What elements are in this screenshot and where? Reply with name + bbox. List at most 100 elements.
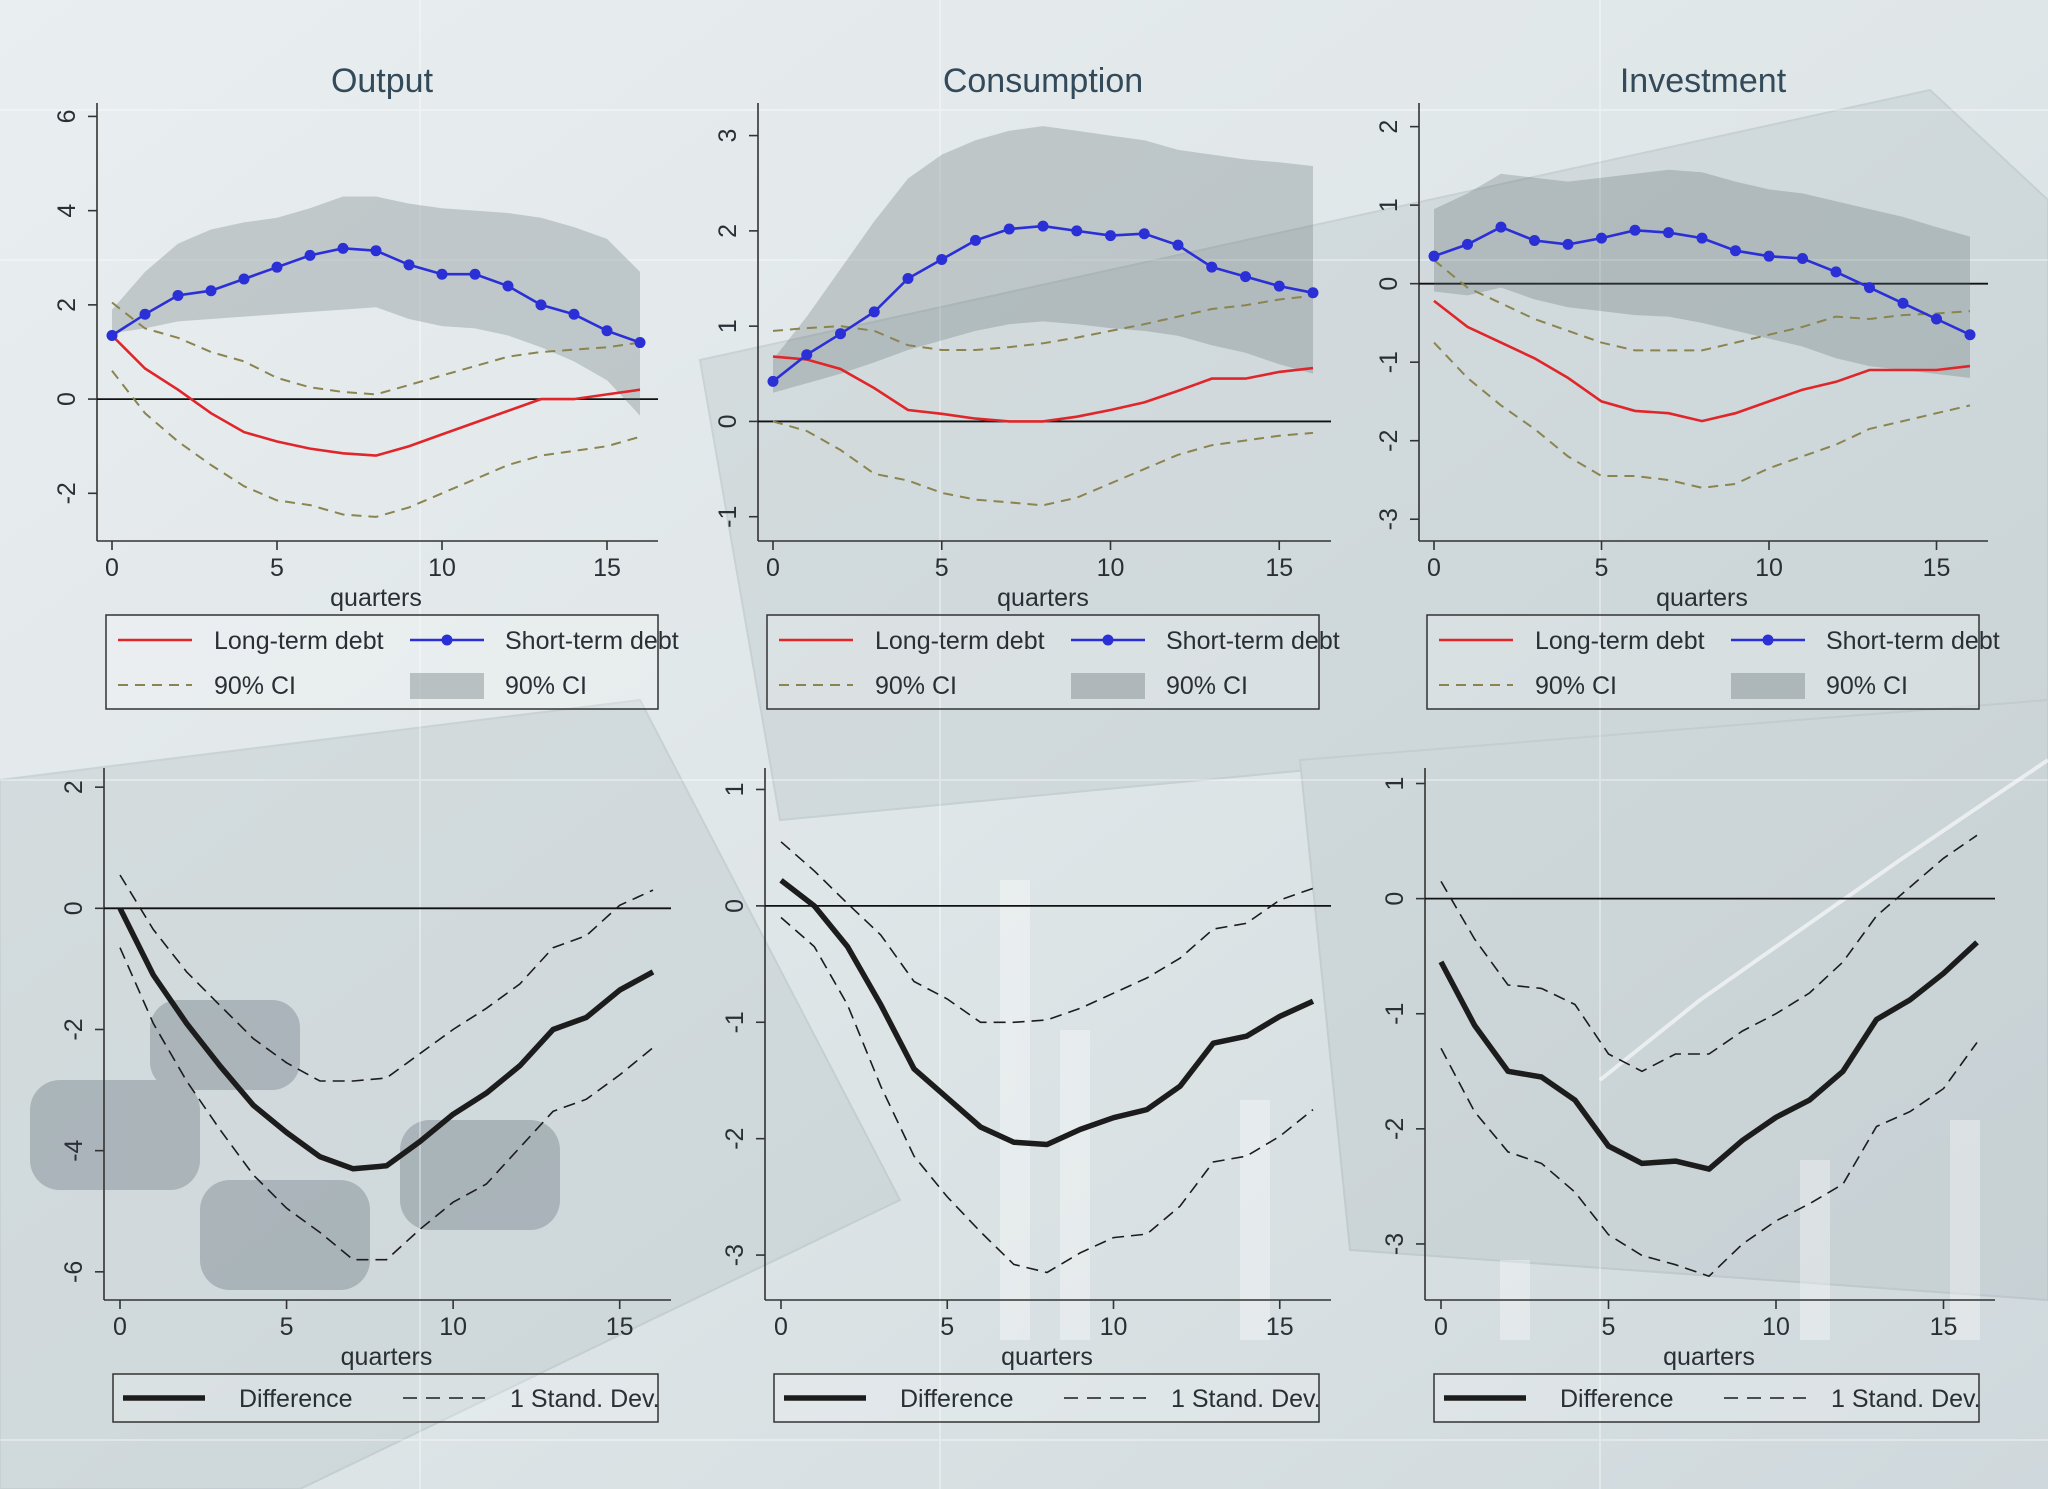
x-axis-label: quarters (997, 584, 1089, 612)
x-tick-label: 5 (280, 1313, 294, 1341)
long-term-ci-lower-line (772, 420, 1314, 507)
short-term-debt-point (1206, 261, 1218, 273)
x-axis-label: quarters (1001, 1343, 1093, 1371)
long-term-ci-upper-line (1433, 259, 1971, 352)
long-term-ci-lower-line (1433, 341, 1971, 489)
short-term-debt-point (1964, 329, 1976, 341)
short-term-debt-point (370, 245, 382, 257)
legend-top-2: Long-term debt Short-term debt 90% CI 90% C… (1426, 614, 2000, 710)
short-term-debt-point (568, 308, 580, 320)
x-tick-label: 0 (766, 554, 780, 582)
chart-panel-1: Consumption -1 0 1 2 3 0 5 10 15 quarters (714, 62, 1331, 612)
short-term-debt-point (634, 337, 646, 349)
x-tick-label: 5 (1595, 554, 1609, 582)
legend-long-term-label: Long-term debt (214, 627, 384, 655)
legend-sd-label: 1 Stand. Dev. (1831, 1385, 1981, 1413)
y-tick-label: 0 (53, 392, 81, 406)
long-term-debt-line (772, 355, 1314, 423)
short-term-debt-point (1629, 224, 1641, 236)
short-term-debt-point (1696, 232, 1708, 244)
chart-title: Output (331, 62, 434, 100)
short-term-debt-point (1495, 221, 1507, 233)
y-tick-label: -1 (714, 506, 742, 528)
legend-box (1426, 614, 1980, 710)
short-term-debt-point (868, 306, 880, 318)
y-tick-label: -6 (60, 1261, 88, 1283)
short-term-debt-point (1428, 250, 1440, 262)
short-term-debt-point (1663, 227, 1674, 239)
short-term-debt-point (1596, 232, 1607, 244)
x-tick-label: 0 (1427, 554, 1441, 582)
x-tick-label: 5 (940, 1313, 954, 1341)
x-axis-label: quarters (341, 1343, 433, 1371)
short-term-debt-point (767, 375, 779, 387)
y-tick-label: 0 (1375, 277, 1403, 291)
short-term-debt-point (1307, 287, 1319, 299)
chart-panel-3: -6 -4 -2 0 2 0 5 10 15 quarters (60, 768, 671, 1371)
long-term-ci-lower-line (111, 370, 641, 518)
difference-line (779, 878, 1315, 1148)
short-term-debt-point (1462, 238, 1473, 250)
y-tick-label: -2 (60, 1018, 88, 1040)
y-tick-label: 0 (714, 414, 742, 428)
y-tick-label: 3 (714, 129, 742, 143)
short-term-debt-point (1138, 228, 1150, 240)
short-term-debt-point (139, 308, 151, 320)
legend-short-term-label: Short-term debt (1166, 627, 1340, 655)
x-tick-label: 10 (1100, 1313, 1128, 1341)
y-tick-label: -3 (1381, 1233, 1409, 1255)
legend-bottom-2: Difference 1 Stand. Dev. (1433, 1373, 1981, 1423)
y-tick-label: 0 (721, 899, 749, 913)
y-tick-label: -3 (1375, 508, 1403, 530)
legend-box (105, 614, 659, 710)
short-term-debt-point (1071, 225, 1083, 237)
x-tick-label: 15 (1930, 1313, 1958, 1341)
legend-top-1: Long-term debt Short-term debt 90% CI 90% C… (766, 614, 1340, 710)
short-term-debt-point (902, 273, 914, 285)
x-tick-label: 15 (1923, 554, 1951, 582)
short-term-ci-band (1434, 169, 1970, 378)
legend-ci-band-swatch (1071, 673, 1145, 699)
short-term-debt-point (801, 349, 813, 361)
legend-ci-band-label: 90% CI (1826, 672, 1908, 700)
short-term-debt-point (970, 234, 981, 246)
x-tick-label: 10 (1097, 554, 1125, 582)
x-tick-label: 5 (270, 554, 284, 582)
y-tick-label: 6 (53, 109, 81, 123)
y-tick-label: -1 (1375, 351, 1403, 373)
short-term-debt-point (304, 249, 316, 261)
legend-top-0: Long-term debt Short-term debt 90% CI 90% C… (105, 614, 679, 710)
y-tick-label: -3 (721, 1244, 749, 1266)
short-term-debt-point (1931, 313, 1942, 325)
y-tick-label: 2 (714, 224, 742, 238)
x-tick-label: 10 (428, 554, 456, 582)
x-tick-label: 0 (113, 1313, 127, 1341)
legend-difference-label: Difference (239, 1385, 353, 1413)
sd-lower-line (1440, 1042, 1978, 1278)
legend-ci-line-label: 90% CI (875, 672, 957, 700)
legend-short-term-label: Short-term debt (1826, 627, 2000, 655)
x-tick-label: 10 (1755, 554, 1783, 582)
short-term-debt-point (1529, 234, 1540, 246)
long-term-ci-upper-line (111, 301, 641, 396)
sd-lower-line (119, 947, 654, 1261)
short-term-debt-point (1864, 282, 1875, 294)
difference-line (117, 907, 655, 1172)
long-term-debt-line (111, 334, 641, 457)
short-term-debt-point (1730, 245, 1741, 257)
legend-short-term-marker (441, 634, 453, 646)
short-term-debt-point (1105, 230, 1116, 242)
x-tick-label: 15 (606, 1313, 634, 1341)
legend-bottom-0: Difference 1 Stand. Dev. (112, 1373, 660, 1423)
x-tick-label: 10 (1762, 1313, 1790, 1341)
legend-short-term-marker (1762, 634, 1774, 646)
sd-upper-line (1440, 834, 1978, 1073)
x-tick-label: 5 (935, 554, 949, 582)
short-term-debt-point (502, 280, 514, 292)
x-tick-label: 5 (1602, 1313, 1616, 1341)
chart-panel-2: Investment -3 -2 -1 0 1 2 0 5 10 15 quarters (1375, 62, 1988, 612)
